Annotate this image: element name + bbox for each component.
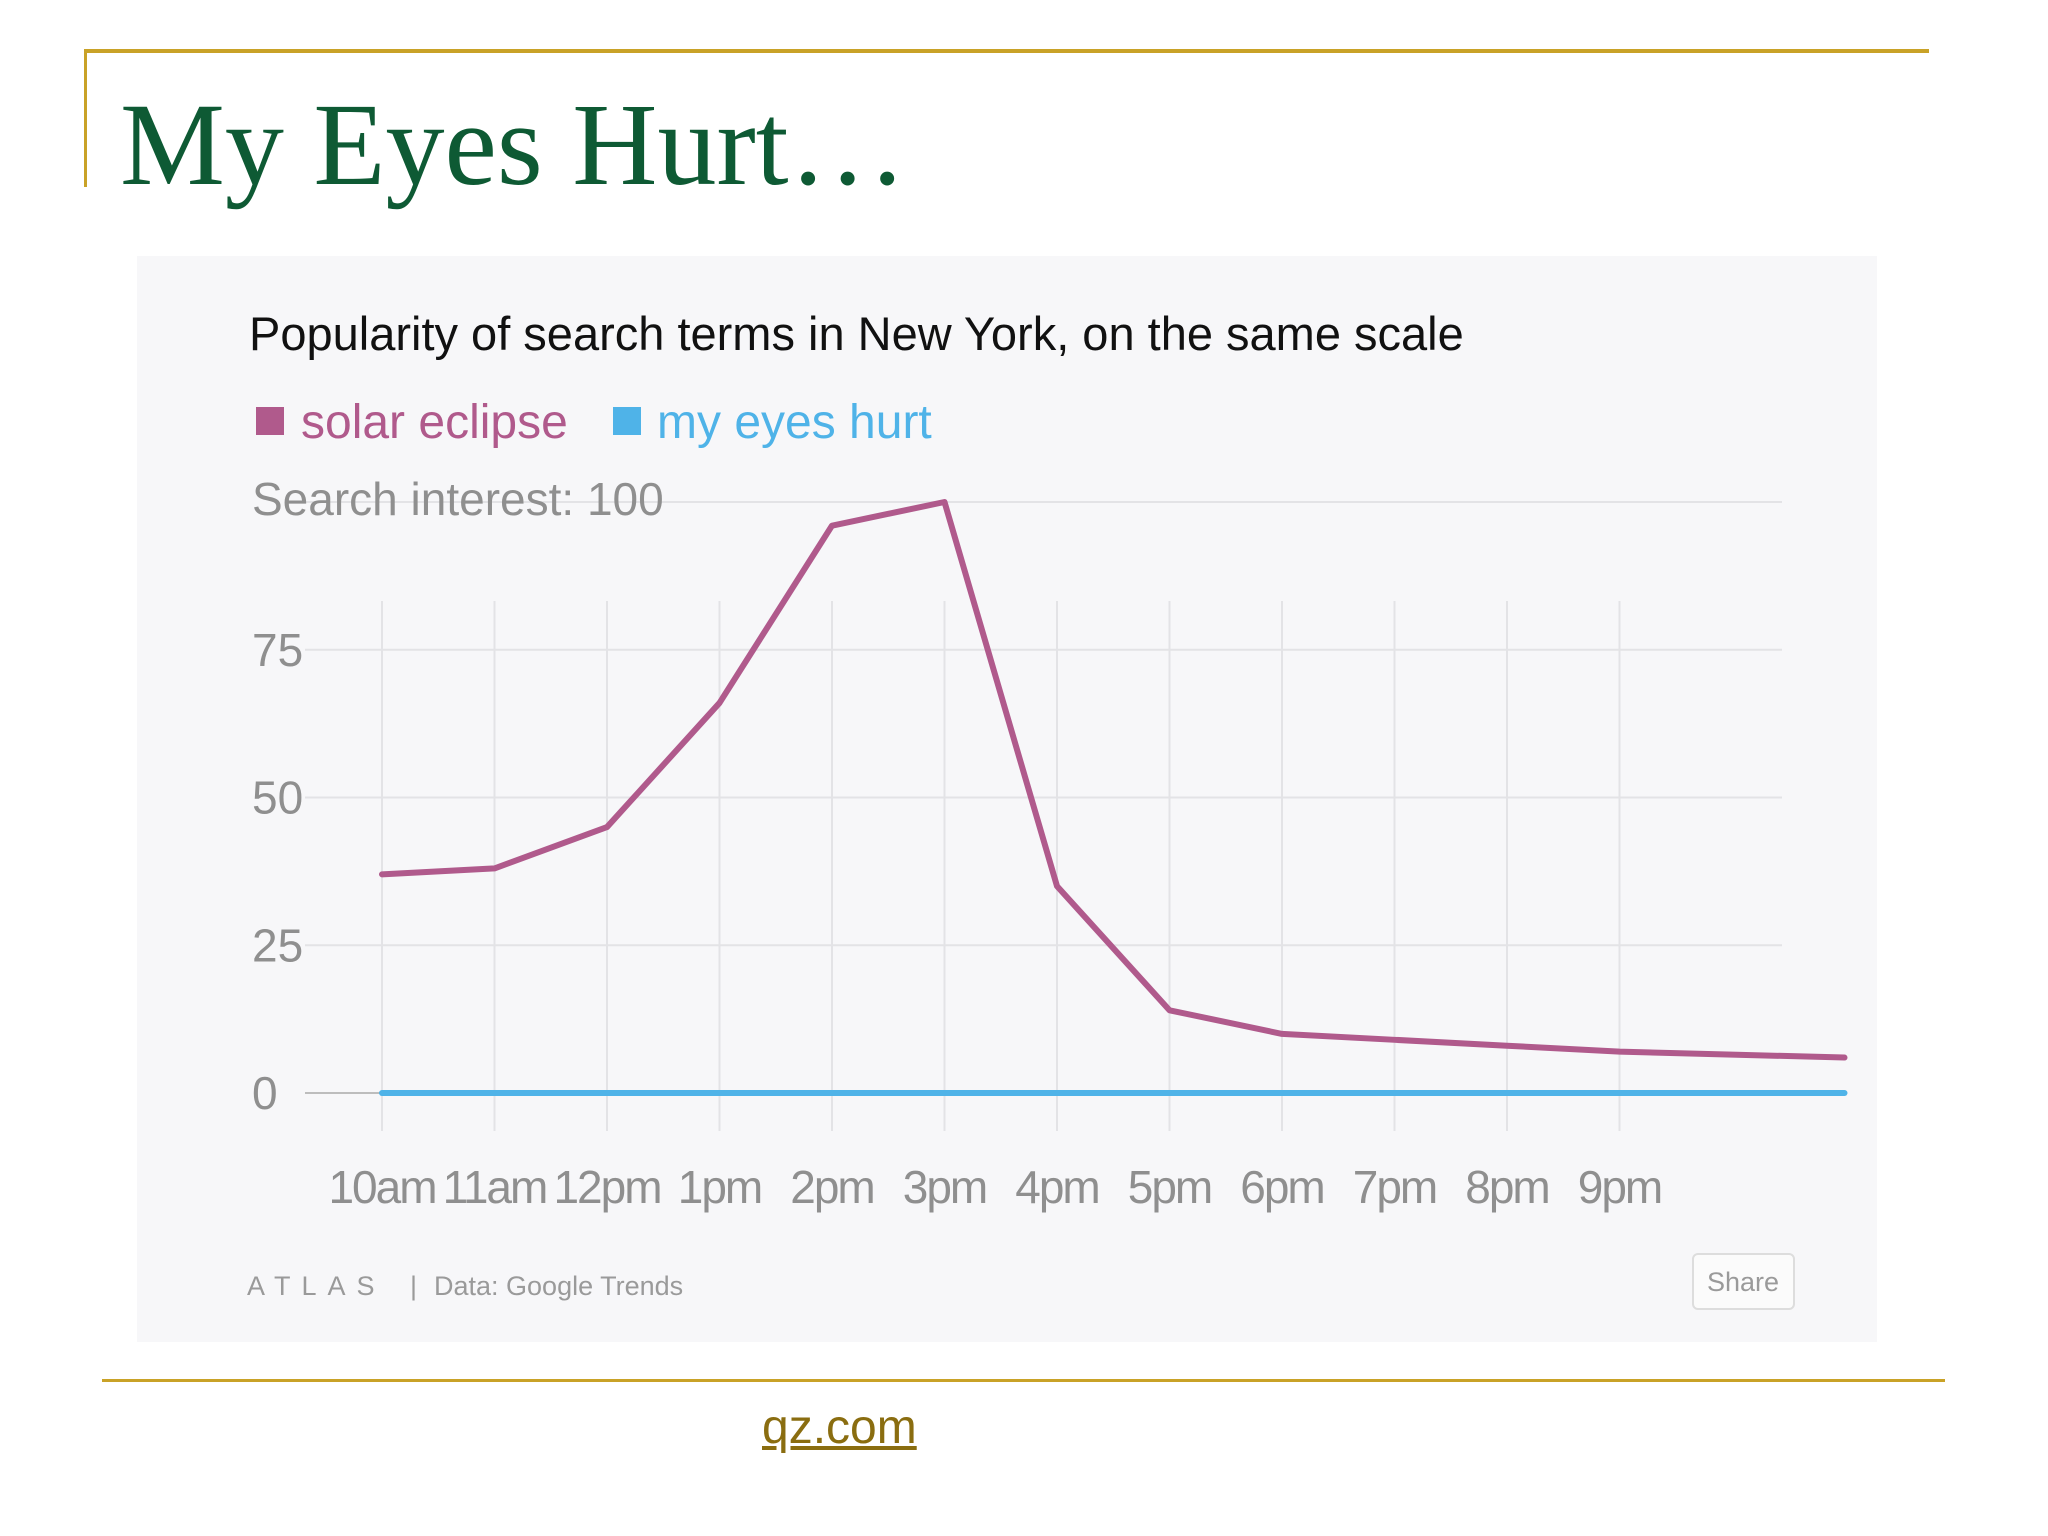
series [379,499,1848,1096]
y-tick-label: 25 [252,919,303,971]
top-accent-rule [84,49,1929,53]
y-axis-top-label: Search interest: 100 [252,473,664,525]
x-tick-label: 12pm [553,1161,660,1213]
share-button[interactable]: Share [1692,1253,1795,1310]
x-tick-label: 1pm [678,1161,761,1213]
x-tick-label: 10am [328,1161,435,1213]
x-tick-label: 11am [443,1161,547,1213]
legend-swatch-solar-eclipse [256,407,284,435]
legend-label-solar-eclipse: solar eclipse [301,396,568,449]
legend-swatch-my-eyes-hurt [613,407,641,435]
y-tick-label: 75 [252,624,303,676]
chart-title: Popularity of search terms in New York, … [249,307,1464,360]
x-tick-label: 5pm [1128,1161,1211,1213]
x-tick-label: 2pm [790,1161,873,1213]
share-button-label[interactable]: Share [1707,1267,1779,1297]
x-tick-label: 8pm [1465,1161,1548,1213]
x-tick-label: 9pm [1578,1161,1661,1213]
bottom-accent-rule [102,1379,1945,1382]
x-tick-label: 3pm [903,1161,986,1213]
series-line-solar-eclipse [379,499,1848,1061]
y-axis-ticks: 0 25 50 75 [252,624,303,1119]
slide-title: My Eyes Hurt… [120,79,907,210]
left-accent-rule [84,49,87,187]
legend-label-my-eyes-hurt: my eyes hurt [657,396,932,449]
y-tick-label: 0 [252,1067,278,1119]
x-tick-label: 7pm [1353,1161,1436,1213]
x-tick-label: 6pm [1240,1161,1323,1213]
share-button-frame[interactable] [1692,1253,1795,1310]
line-chart: Popularity of search terms in New York, … [247,307,1848,1310]
atlas-brand-logo: ATLAS [247,1271,386,1301]
y-tick-label: 50 [252,772,303,824]
data-source-label: Data: Google Trends [434,1271,683,1301]
x-tick-label: 4pm [1015,1161,1098,1213]
grid [305,501,1782,1131]
source-link[interactable]: qz.com [762,1401,917,1454]
footer-separator: | [410,1271,417,1301]
x-axis-ticks: 10am 11am 12pm 1pm 2pm 3pm 4pm 5pm 6pm 7pm 8pm 9pm [328,1161,1663,1213]
chart-panel: Popularity of search terms in New York, … [137,256,1877,1342]
